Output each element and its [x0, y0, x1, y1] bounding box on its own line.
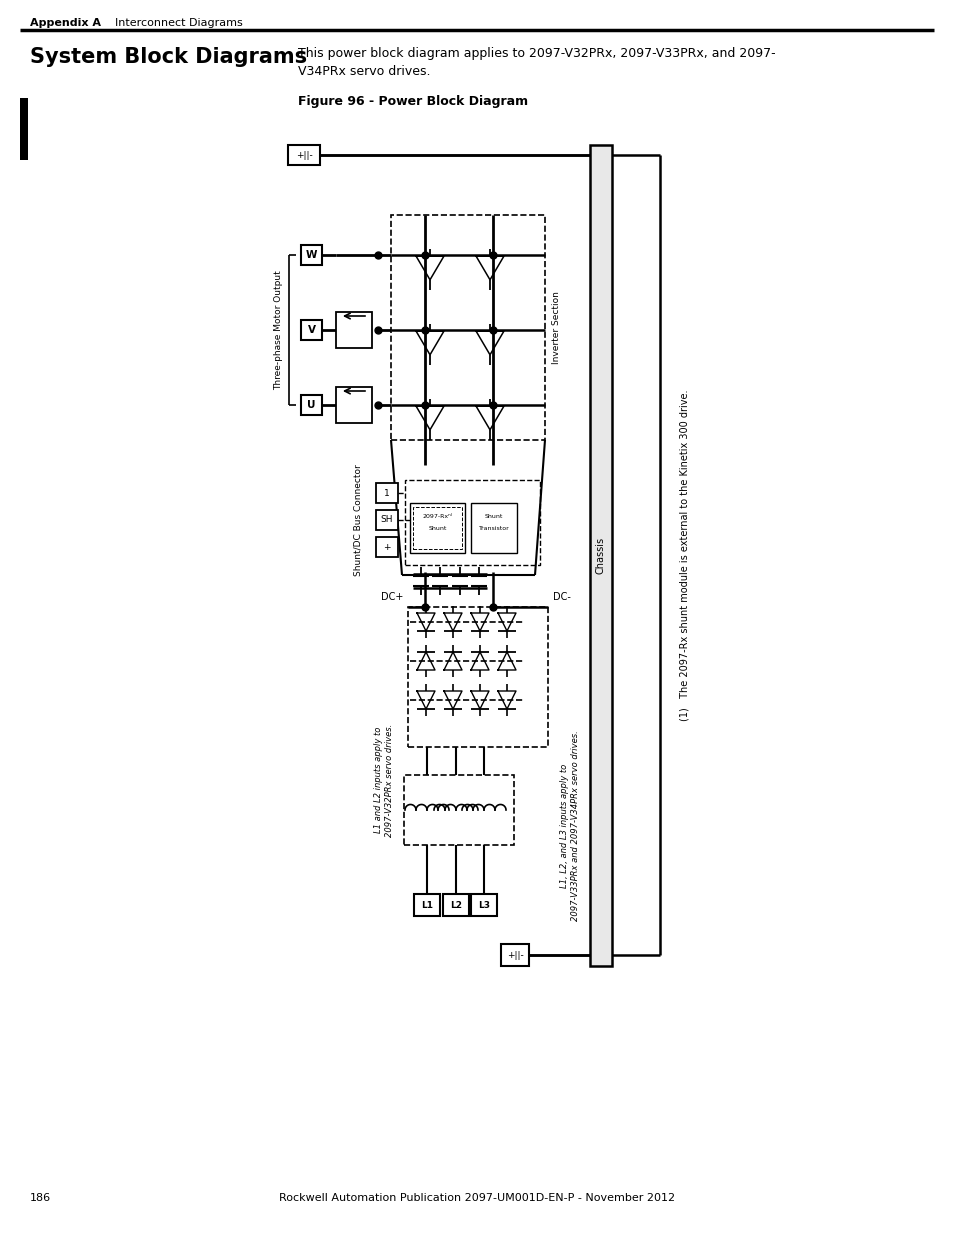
Text: Shunt/DC Bus Connector: Shunt/DC Bus Connector	[354, 464, 362, 576]
Bar	[414, 894, 439, 916]
Bar	[375, 483, 397, 503]
Text: This power block diagram applies to 2097-V32PRx, 2097-V33PRx, and 2097-: This power block diagram applies to 2097…	[297, 47, 775, 61]
Text: DC-: DC-	[553, 592, 570, 601]
Bar	[500, 944, 529, 966]
Bar	[288, 144, 319, 165]
Text: L1: L1	[420, 900, 433, 909]
Text: SH: SH	[380, 515, 393, 525]
Text: U: U	[307, 400, 315, 410]
Bar	[391, 215, 544, 440]
Bar	[335, 387, 372, 424]
Text: +: +	[383, 542, 391, 552]
Bar	[301, 245, 322, 266]
Text: 2097-Rxⁿᴵ: 2097-Rxⁿᴵ	[422, 515, 452, 520]
Text: 1: 1	[384, 489, 390, 498]
Text: Appendix A: Appendix A	[30, 19, 101, 28]
Text: V: V	[307, 325, 315, 335]
Text: Transistor: Transistor	[478, 526, 509, 531]
Text: Interconnect Diagrams: Interconnect Diagrams	[115, 19, 242, 28]
Bar	[471, 503, 517, 553]
Bar	[301, 320, 322, 340]
Bar	[413, 508, 461, 550]
Text: DC+: DC+	[380, 592, 402, 601]
Text: Shunt: Shunt	[484, 515, 502, 520]
Text: Shunt: Shunt	[428, 526, 446, 531]
Text: L1, L2, and L3 inputs apply to
2097-V33PRx and 2097-V34PRx servo drives.: L1, L2, and L3 inputs apply to 2097-V33P…	[559, 731, 579, 921]
Text: +||-: +||-	[506, 951, 523, 960]
Text: (1)   The 2097-Rx shunt module is external to the Kinetix 300 drive.: (1) The 2097-Rx shunt module is external…	[679, 390, 689, 721]
Bar	[20, 98, 28, 161]
Text: V34PRx servo drives.: V34PRx servo drives.	[297, 65, 430, 78]
Bar	[410, 503, 464, 553]
Bar	[408, 606, 547, 747]
Text: Rockwell Automation Publication 2097-UM001D-EN-P - November 2012: Rockwell Automation Publication 2097-UM0…	[278, 1193, 675, 1203]
Text: System Block Diagrams: System Block Diagrams	[30, 47, 307, 67]
Text: 186: 186	[30, 1193, 51, 1203]
Text: Three-phase Motor Output: Three-phase Motor Output	[274, 270, 283, 390]
Text: Inverter Section: Inverter Section	[552, 291, 561, 364]
Text: W: W	[305, 249, 317, 261]
Bar	[405, 480, 539, 564]
Bar	[375, 510, 397, 530]
Text: Chassis: Chassis	[596, 537, 605, 574]
Text: Figure 96 - Power Block Diagram: Figure 96 - Power Block Diagram	[297, 95, 528, 107]
Text: L3: L3	[477, 900, 490, 909]
Bar	[301, 395, 322, 415]
Bar	[589, 144, 612, 966]
Text: L1 and L2 inputs apply to
2097-V32PRx servo drives.: L1 and L2 inputs apply to 2097-V32PRx se…	[374, 724, 394, 836]
Bar	[335, 312, 372, 348]
Bar	[403, 776, 514, 845]
Text: L2: L2	[450, 900, 461, 909]
Bar	[375, 537, 397, 557]
Bar	[471, 894, 497, 916]
Bar	[442, 894, 469, 916]
Text: +||-: +||-	[295, 151, 312, 159]
